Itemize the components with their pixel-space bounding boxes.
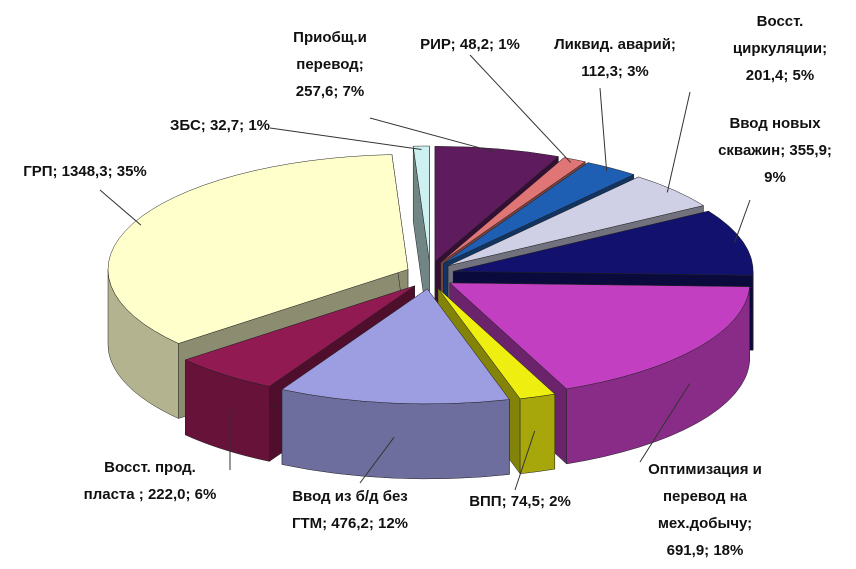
pie [108, 146, 753, 479]
data-label: РИР; 48,2; 1% [420, 36, 520, 53]
leader-line [100, 190, 141, 225]
data-label: ЗБС; 32,7; 1% [170, 117, 270, 134]
data-label: Восст.циркуляции;201,4; 5% [733, 13, 827, 84]
leader-line [370, 118, 496, 152]
data-label: Восст. прод.пласта ; 222,0; 6% [84, 459, 217, 503]
data-label: Ликвид. аварий;112,3; 3% [554, 36, 676, 80]
leader-line [470, 55, 571, 163]
leader-line [600, 88, 607, 171]
leader-line [270, 128, 422, 150]
leader-line [667, 92, 690, 192]
leader-line [735, 200, 751, 243]
data-label: ГРП; 1348,3; 35% [23, 163, 147, 180]
slice-wall [520, 394, 555, 474]
data-label: ВПП; 74,5; 2% [469, 493, 571, 510]
